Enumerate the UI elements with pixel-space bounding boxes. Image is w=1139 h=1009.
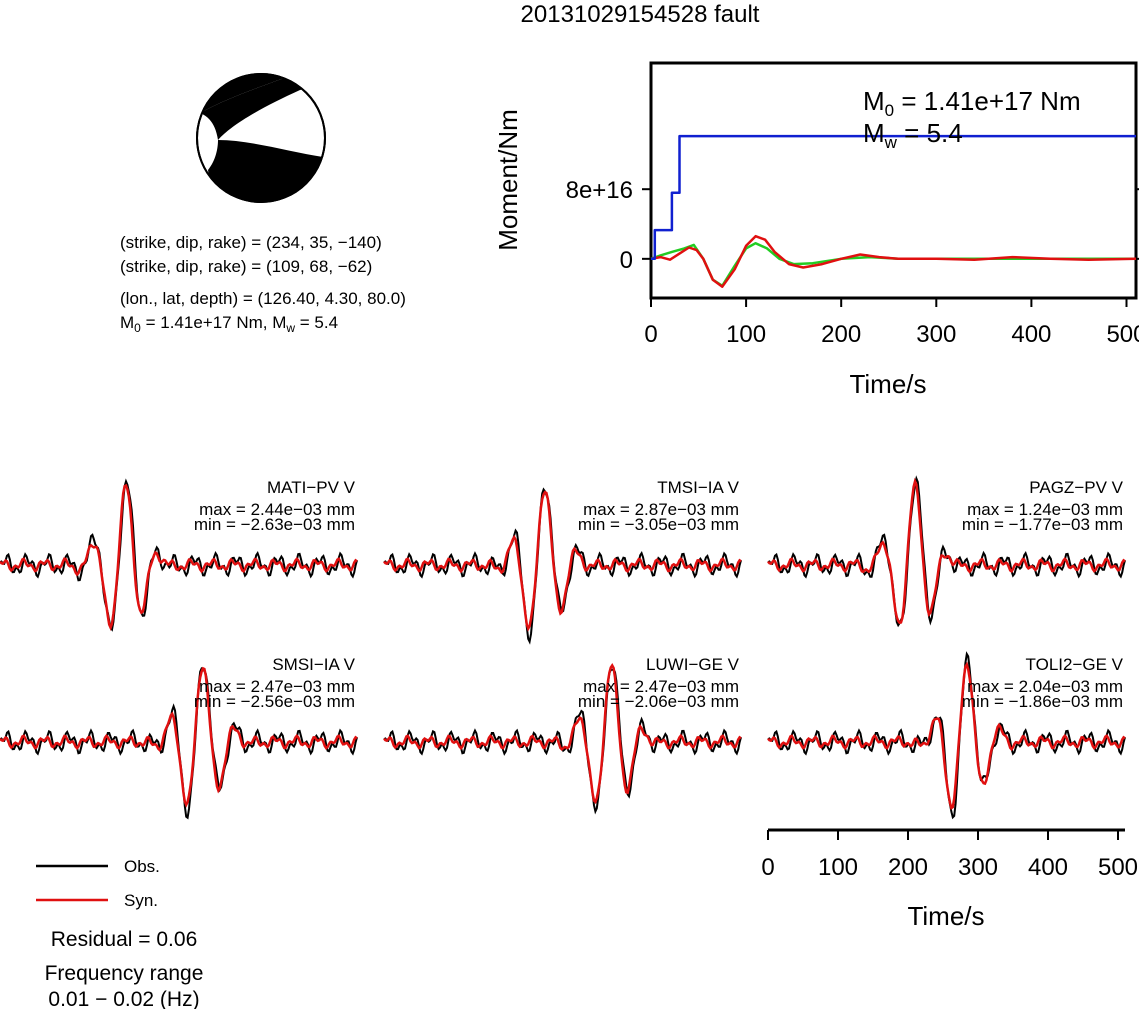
residual-text: Residual = 0.06 bbox=[51, 928, 198, 951]
waveform-xtick-label: 400 bbox=[1028, 854, 1068, 881]
synthetic-trace bbox=[767, 661, 1126, 810]
station-name: TOLI2−GE V bbox=[1026, 655, 1124, 674]
station-max: max = 2.47e−03 mm bbox=[583, 677, 739, 696]
moment-xlabel: Time/s bbox=[849, 369, 926, 399]
station-max: max = 2.04e−03 mm bbox=[967, 677, 1123, 696]
synthetic-trace bbox=[767, 477, 1126, 625]
figure-title: 20131029154528 fault bbox=[521, 1, 760, 28]
moment-chart-frame bbox=[649, 61, 1138, 300]
moment-annotation-m0: M0 = 1.41e+17 Nm bbox=[863, 86, 1081, 120]
moment-series-group bbox=[650, 134, 1137, 288]
mechanism-info: (strike, dip, rake) = (234, 35, −140) (s… bbox=[120, 233, 406, 335]
station-max: max = 2.44e−03 mm bbox=[199, 500, 355, 519]
mechanism-plane1: (strike, dip, rake) = (234, 35, −140) bbox=[120, 233, 382, 252]
moment-series-0 bbox=[651, 134, 1136, 261]
synthetic-trace bbox=[383, 662, 742, 805]
moment-ylabel: Moment/Nm bbox=[493, 109, 523, 251]
station-min: min = −2.56e−03 mm bbox=[194, 692, 355, 711]
beachball-compression-mid bbox=[200, 74, 325, 140]
station-name: SMSI−IA V bbox=[272, 655, 355, 674]
moment-xtick-label: 0 bbox=[644, 321, 657, 348]
moment-annotation-mw: Mw = 5.4 bbox=[863, 118, 963, 152]
moment-series-1 bbox=[650, 241, 1136, 288]
legend-obs-label: Obs. bbox=[124, 857, 160, 876]
waveform-xtick-label: 100 bbox=[818, 854, 858, 881]
station-name: PAGZ−PV V bbox=[1029, 478, 1123, 497]
moment-chart: 0 100 200 300 400 500 0 8e+16 Time/s Moment/Nm… bbox=[493, 61, 1139, 399]
frequency-label: Frequency range bbox=[45, 962, 204, 985]
moment-series-2 bbox=[650, 234, 1137, 288]
moment-xtick-label: 400 bbox=[1011, 321, 1051, 348]
legend-syn-label: Syn. bbox=[124, 891, 158, 910]
station-max: max = 2.87e−03 mm bbox=[583, 500, 739, 519]
station-min: min = −3.05e−03 mm bbox=[578, 515, 739, 534]
waveform-xtick-label: 500 bbox=[1098, 854, 1138, 881]
legend: Obs. Syn. bbox=[36, 857, 160, 910]
station-min: min = −2.06e−03 mm bbox=[578, 692, 739, 711]
synthetic-trace bbox=[383, 490, 742, 632]
moment-xaxis: 0 100 200 300 400 500 bbox=[644, 298, 1139, 348]
moment-xtick-label: 200 bbox=[821, 321, 861, 348]
waveform-xaxis: Time/s 0 100 200 300 400 500 bbox=[761, 828, 1138, 931]
waveform-xtick-label: 300 bbox=[958, 854, 998, 881]
synthetic-trace bbox=[0, 483, 358, 631]
moment-yaxis: 0 8e+16 bbox=[566, 177, 1139, 274]
station-min: min = −2.63e−03 mm bbox=[194, 515, 355, 534]
moment-xtick-label: 100 bbox=[726, 321, 766, 348]
moment-xtick-label: 500 bbox=[1106, 321, 1139, 348]
synthetic-trace bbox=[0, 666, 358, 808]
moment-xtick-label: 300 bbox=[916, 321, 956, 348]
frequency-value: 0.01 − 0.02 (Hz) bbox=[48, 988, 199, 1009]
station-name: TMSI−IA V bbox=[657, 478, 739, 497]
station-max: max = 1.24e−03 mm bbox=[967, 500, 1123, 519]
beachball bbox=[196, 73, 326, 203]
waveform-xtick-label: 0 bbox=[761, 854, 774, 881]
station-min: min = −1.77e−03 mm bbox=[962, 515, 1123, 534]
station-name: MATI−PV V bbox=[267, 478, 356, 497]
moment-ytick-label: 0 bbox=[620, 247, 633, 274]
waveform-xtick-label: 200 bbox=[888, 854, 928, 881]
mechanism-moment: M0 = 1.41e+17 Nm, Mw = 5.4 bbox=[120, 313, 338, 335]
station-min: min = −1.86e−03 mm bbox=[962, 692, 1123, 711]
mechanism-location: (lon., lat, depth) = (126.40, 4.30, 80.0… bbox=[120, 289, 406, 308]
moment-ytick-label: 8e+16 bbox=[566, 177, 633, 204]
beachball-compression-upper bbox=[197, 74, 300, 113]
waveform-xlabel: Time/s bbox=[907, 901, 984, 931]
station-name: LUWI−GE V bbox=[646, 655, 740, 674]
station-max: max = 2.47e−03 mm bbox=[199, 677, 355, 696]
mechanism-plane2: (strike, dip, rake) = (109, 68, −62) bbox=[120, 257, 372, 276]
